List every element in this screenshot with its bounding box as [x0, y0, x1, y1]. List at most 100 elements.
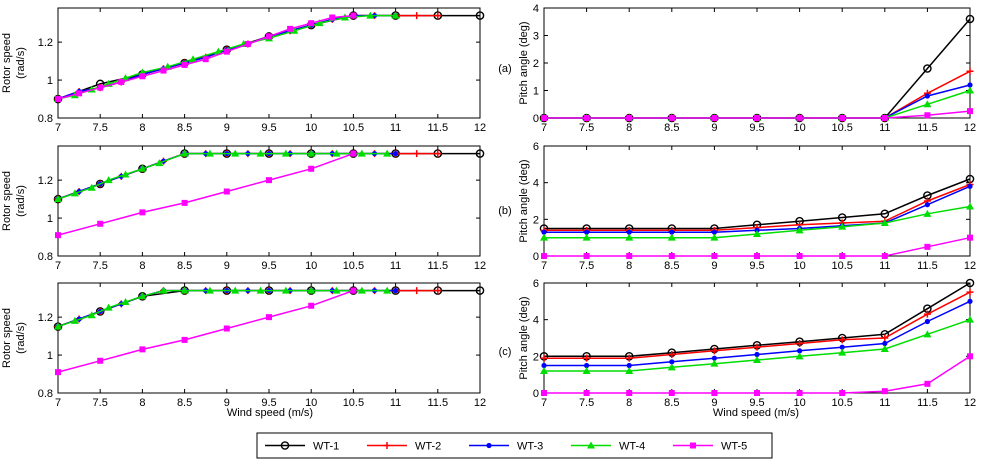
point-wt-4 — [540, 367, 548, 374]
point-wt-5 — [308, 165, 315, 172]
point-wt-3 — [967, 298, 973, 304]
point-wt-5 — [55, 96, 61, 103]
y-tick-label: 2 — [533, 58, 539, 70]
point-wt-3 — [882, 340, 888, 347]
point-wt-5 — [223, 188, 230, 195]
point-wt-4 — [121, 297, 130, 305]
point-wt-4 — [138, 292, 147, 300]
x-tick-label: 7.5 — [579, 397, 594, 409]
plot-frame — [543, 7, 971, 119]
x-tick-label: 7 — [541, 397, 547, 409]
point-wt-3 — [626, 229, 632, 235]
x-tick-label: 9 — [224, 260, 230, 272]
point-wt-4 — [54, 322, 62, 330]
plot-frame — [57, 145, 481, 257]
point-wt-1 — [95, 179, 105, 189]
x-tick-label: 9 — [711, 260, 717, 272]
x-tick-label: 9.5 — [749, 260, 764, 272]
point-wt-4 — [121, 170, 130, 178]
point-wt-5 — [583, 390, 590, 396]
y-tick-label: 1.2 — [38, 175, 53, 187]
point-wt-4 — [838, 348, 847, 356]
y-tick-label: 6 — [533, 278, 539, 290]
x-tick-label: 10 — [793, 260, 805, 272]
point-wt-2 — [966, 67, 974, 75]
x-axis-label-left: Wind speed (m/s) — [227, 407, 313, 419]
point-wt-5 — [754, 390, 760, 396]
legend-item-wt-1: WT-1 — [265, 441, 339, 453]
point-wt-3 — [541, 362, 547, 369]
series-line-wt-1 — [57, 289, 480, 328]
legend-item-wt-2: WT-2 — [367, 441, 441, 453]
x-tick-label: 8.5 — [177, 260, 192, 272]
y-tick-label: 0 — [533, 388, 539, 400]
x-tick-label: 11.5 — [428, 260, 449, 272]
point-wt-4 — [383, 286, 392, 294]
point-wt-5 — [839, 115, 846, 121]
x-tick-label: 11.5 — [428, 122, 449, 134]
legend-marker — [280, 441, 290, 450]
y-tick-label: 3 — [533, 31, 539, 43]
point-wt-4 — [880, 345, 889, 352]
x-tick-label: 12 — [964, 260, 976, 272]
point-wt-3 — [924, 93, 931, 99]
point-wt-4 — [710, 233, 719, 241]
legend-marker — [690, 442, 696, 449]
legend-marker — [587, 441, 595, 449]
panel-label-c: (c) — [499, 346, 512, 358]
x-tick-label: 9.5 — [261, 397, 276, 409]
point-wt-5 — [350, 150, 357, 157]
x-tick-label: 7.5 — [579, 260, 594, 272]
point-wt-5 — [967, 108, 973, 115]
chart-panel-3-rotor: 7 7.5 8 8.5 9 9.5 10 10.5 11 11.5 12 0.8 1 1.2 Rotor s… — [1, 282, 486, 409]
point-wt-4 — [625, 367, 634, 374]
point-wt-1 — [965, 14, 975, 24]
point-wt-5 — [754, 115, 760, 121]
y-axis-label: (rad/s) — [15, 322, 27, 354]
point-wt-5 — [118, 78, 125, 85]
point-wt-3 — [393, 150, 399, 157]
point-wt-2 — [668, 351, 676, 358]
series-group — [539, 278, 975, 396]
x-tick-label: 7 — [55, 397, 61, 409]
point-wt-4 — [332, 149, 341, 157]
x-tick-label: 12 — [964, 397, 976, 409]
x-tick-label: 7 — [55, 122, 61, 134]
point-wt-4 — [966, 315, 974, 323]
point-wt-5 — [839, 253, 846, 259]
point-wt-5 — [55, 369, 61, 376]
y-tick-label: 4 — [533, 315, 539, 327]
x-tick-label: 9 — [711, 122, 717, 134]
x-tick-label: 11 — [390, 397, 401, 409]
series-group — [53, 149, 485, 239]
x-tick-label: 11.5 — [917, 397, 938, 409]
point-wt-4 — [366, 11, 375, 19]
series-line-wt-1 — [57, 14, 480, 100]
y-axis-label: (rad/s) — [15, 47, 27, 79]
x-tick-label: 10.5 — [831, 397, 852, 409]
x-axis-label-right: Wind speed (m/s) — [713, 407, 799, 419]
point-wt-5 — [139, 346, 146, 353]
series-line-wt-5 — [57, 152, 354, 236]
point-wt-4 — [795, 352, 804, 360]
point-wt-5 — [583, 253, 590, 259]
point-wt-2 — [710, 347, 718, 355]
point-wt-5 — [97, 220, 104, 227]
point-wt-5 — [668, 115, 675, 121]
point-wt-5 — [55, 232, 61, 239]
point-wt-2 — [838, 336, 846, 344]
point-wt-4 — [256, 286, 265, 294]
point-wt-1 — [475, 286, 485, 295]
x-tick-label: 8 — [626, 397, 632, 409]
point-wt-5 — [202, 56, 209, 63]
point-wt-4 — [281, 149, 290, 157]
x-tick-label: 11 — [390, 122, 401, 134]
point-wt-3 — [626, 362, 632, 369]
point-wt-5 — [244, 41, 251, 48]
point-wt-3 — [393, 287, 399, 294]
point-wt-2 — [540, 354, 548, 362]
point-wt-1 — [95, 307, 105, 316]
x-tick-label: 10.5 — [831, 122, 852, 134]
point-wt-5 — [881, 388, 888, 395]
